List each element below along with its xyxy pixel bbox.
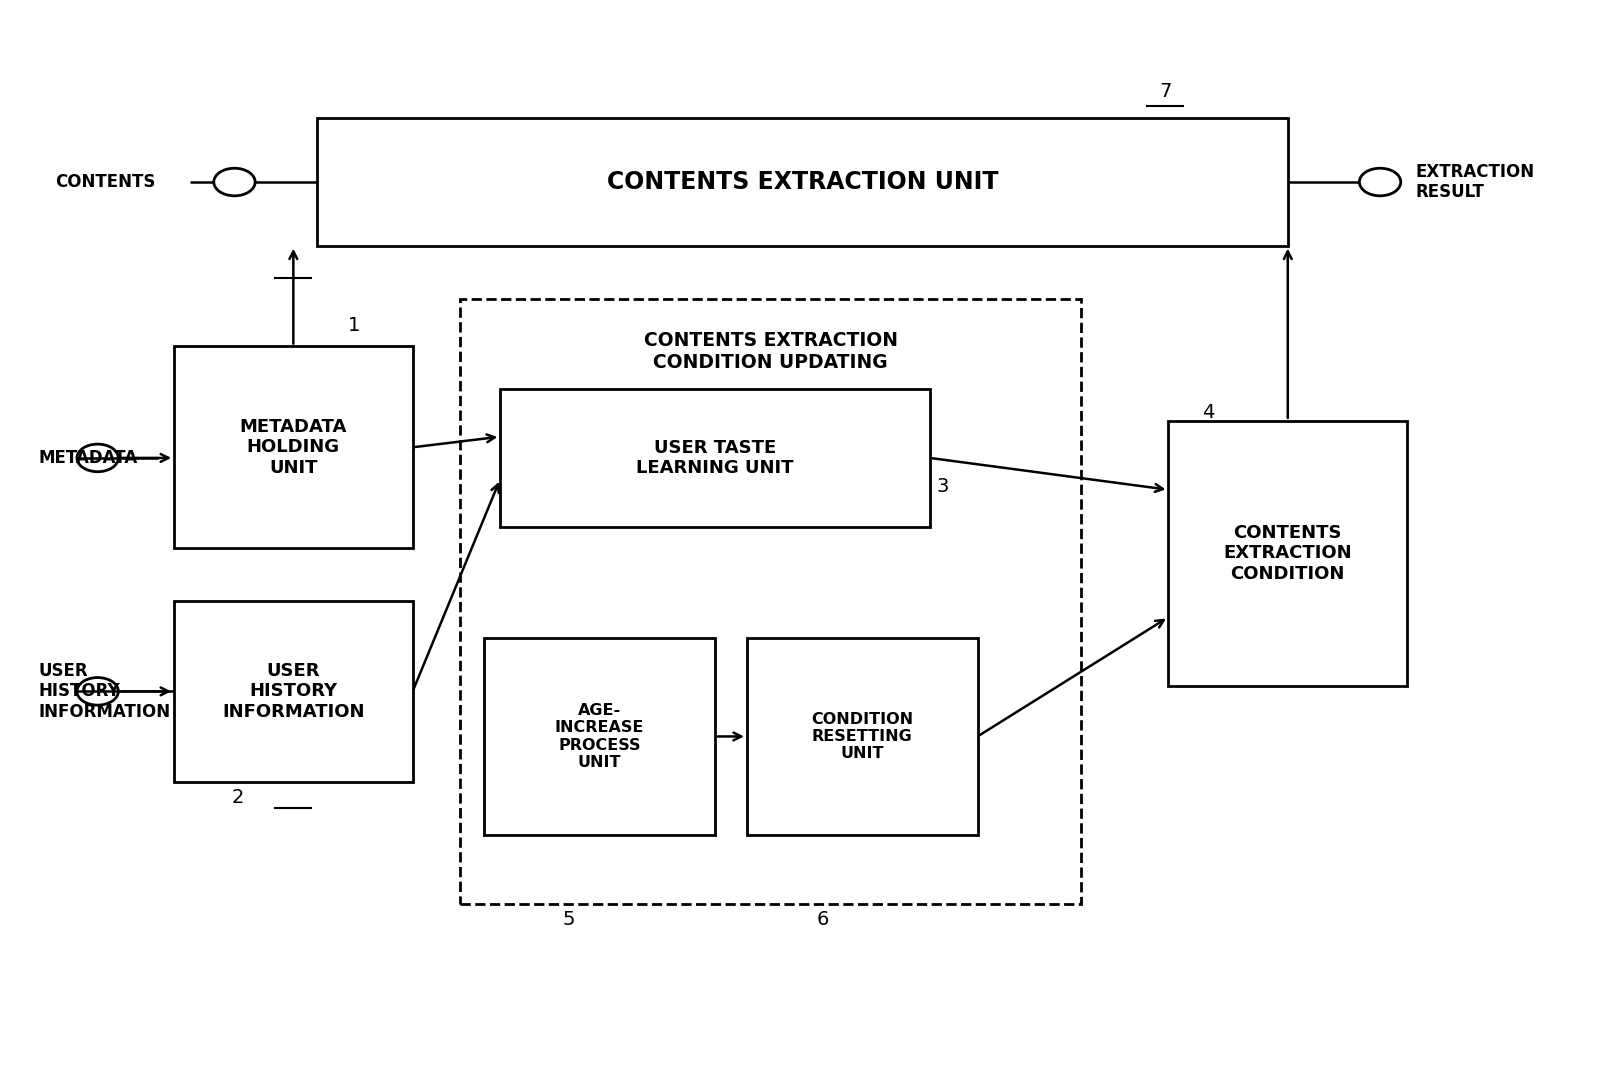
Bar — [485, 639, 714, 834]
Text: CONTENTS: CONTENTS — [55, 173, 156, 191]
Bar — [746, 639, 977, 834]
Bar — [461, 299, 1080, 904]
Text: CONTENTS EXTRACTION UNIT: CONTENTS EXTRACTION UNIT — [607, 170, 998, 194]
Text: USER TASTE
LEARNING UNIT: USER TASTE LEARNING UNIT — [636, 439, 794, 477]
Bar — [1168, 420, 1408, 686]
Text: EXTRACTION
RESULT: EXTRACTION RESULT — [1416, 162, 1534, 201]
Text: 7: 7 — [1159, 83, 1172, 101]
Bar — [173, 601, 412, 782]
Text: CONTENTS EXTRACTION
CONDITION UPDATING: CONTENTS EXTRACTION CONDITION UPDATING — [644, 331, 897, 372]
Text: 4: 4 — [1202, 403, 1215, 421]
Text: CONTENTS
EXTRACTION
CONDITION: CONTENTS EXTRACTION CONDITION — [1223, 524, 1351, 584]
Bar — [173, 346, 412, 548]
Text: CONDITION
RESETTING
UNIT: CONDITION RESETTING UNIT — [811, 712, 913, 761]
Bar — [318, 118, 1287, 246]
Text: METADATA: METADATA — [39, 449, 138, 467]
Text: 2: 2 — [231, 788, 244, 807]
Text: 1: 1 — [348, 316, 360, 334]
Text: METADATA
HOLDING
UNIT: METADATA HOLDING UNIT — [239, 417, 347, 477]
Bar — [501, 389, 929, 527]
Text: USER
HISTORY
INFORMATION: USER HISTORY INFORMATION — [221, 661, 364, 721]
Text: AGE-
INCREASE
PROCESS
UNIT: AGE- INCREASE PROCESS UNIT — [555, 703, 644, 770]
Text: 6: 6 — [817, 911, 830, 929]
Text: 3: 3 — [936, 477, 949, 496]
Text: 5: 5 — [562, 911, 575, 929]
Text: USER
HISTORY
INFORMATION: USER HISTORY INFORMATION — [39, 661, 170, 721]
